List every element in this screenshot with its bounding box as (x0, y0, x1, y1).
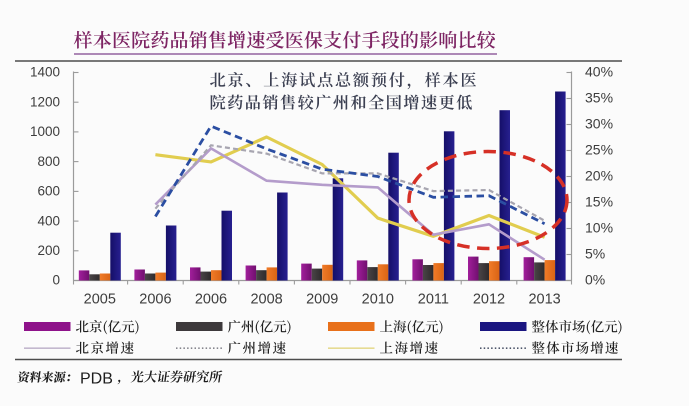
svg-text:1000: 1000 (30, 124, 60, 139)
svg-text:2010: 2010 (362, 292, 394, 308)
svg-text:2008: 2008 (250, 292, 282, 308)
svg-text:5%: 5% (585, 246, 605, 262)
svg-text:30%: 30% (585, 116, 613, 132)
svg-text:2006: 2006 (195, 292, 227, 308)
svg-text:1400: 1400 (30, 65, 60, 80)
svg-text:1200: 1200 (30, 94, 60, 109)
svg-text:2009: 2009 (306, 292, 338, 308)
svg-text:2005: 2005 (84, 292, 116, 308)
svg-text:2011: 2011 (418, 292, 449, 308)
svg-text:200: 200 (37, 243, 60, 258)
svg-text:PDB: PDB (80, 371, 113, 388)
svg-text:800: 800 (37, 154, 60, 169)
svg-text:15%: 15% (585, 194, 613, 210)
svg-text:2012: 2012 (473, 292, 505, 308)
svg-text:10%: 10% (585, 220, 613, 236)
svg-text:2013: 2013 (528, 292, 560, 308)
svg-text:0: 0 (52, 273, 60, 288)
svg-text:400: 400 (37, 213, 60, 228)
svg-text:0%: 0% (585, 272, 605, 288)
svg-text:35%: 35% (585, 90, 613, 106)
svg-text:600: 600 (37, 184, 60, 199)
svg-text:40%: 40% (585, 64, 613, 80)
svg-text:20%: 20% (585, 168, 613, 184)
svg-text:25%: 25% (585, 142, 613, 158)
svg-text:2006: 2006 (139, 292, 171, 308)
